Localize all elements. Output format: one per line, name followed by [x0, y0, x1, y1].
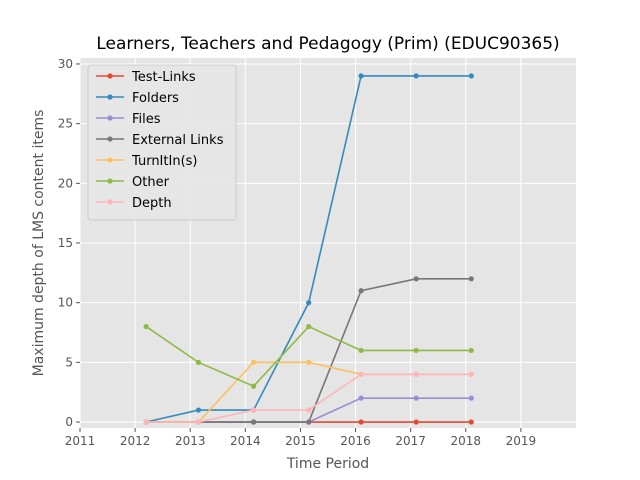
data-point-external-links: [413, 276, 419, 282]
legend-item-files: Files: [96, 112, 161, 127]
data-point-files: [468, 395, 474, 401]
x-axis-ticks: 2011 2012 2013 2014 2015 2016 2017 2018 2019: [65, 428, 536, 448]
data-point-folders: [195, 407, 202, 413]
legend-label: Files: [132, 112, 161, 127]
series-layer: [143, 73, 474, 425]
y-tick-label: 30: [58, 57, 73, 71]
x-tick-label: 2013: [175, 434, 206, 448]
data-point-test-links: [358, 419, 364, 425]
data-point-depth: [358, 371, 364, 377]
data-point-other: [143, 323, 149, 330]
x-tick-label: 2016: [340, 434, 371, 448]
data-point-external-links: [251, 419, 257, 425]
legend-marker: [107, 115, 113, 121]
series-other: [143, 323, 474, 389]
x-tick-label: 2018: [451, 434, 482, 448]
data-point-other: [468, 347, 474, 354]
legend-item-folders: Folders: [96, 91, 179, 106]
legend-marker: [107, 178, 113, 184]
y-tick-label: 0: [65, 415, 73, 429]
data-point-test-links: [468, 419, 474, 425]
legend-item-turnitin-s: TurnItIn(s): [96, 154, 197, 169]
data-point-other: [306, 323, 312, 330]
data-point-files: [413, 395, 419, 401]
legend-marker: [107, 94, 113, 100]
legend-label: Folders: [132, 91, 179, 106]
data-point-folders: [358, 73, 364, 79]
y-axis-ticks: 0 5 10 15 20 25 30: [58, 57, 80, 429]
y-tick-label: 20: [58, 176, 73, 190]
data-point-files: [358, 395, 364, 401]
chart-title: Learners, Teachers and Pedagogy (Prim) (…: [96, 34, 559, 54]
legend-box: [87, 64, 237, 221]
data-point-depth: [306, 407, 312, 413]
legend-item-test-links: Test-Links: [96, 70, 196, 85]
data-point-turnitin-s: [251, 359, 257, 365]
data-point-depth: [468, 371, 474, 377]
x-tick-label: 2017: [395, 434, 426, 448]
x-tick-label: 2014: [230, 434, 261, 448]
data-point-other: [413, 347, 419, 354]
data-point-folders: [413, 73, 419, 79]
data-point-folders: [306, 300, 312, 306]
legend-item-external-links: External Links: [96, 133, 224, 148]
y-tick-label: 15: [58, 236, 73, 250]
data-point-depth: [143, 419, 149, 425]
data-point-external-links: [468, 276, 474, 282]
x-axis-label: Time Period: [286, 456, 369, 472]
data-point-depth: [413, 371, 419, 377]
legend-marker: [107, 199, 113, 205]
legend-label: External Links: [132, 133, 224, 148]
legend-item-other: Other: [96, 175, 170, 190]
legend-label: Depth: [132, 196, 172, 211]
legend-label: Test-Links: [131, 70, 196, 85]
legend-label: TurnItIn(s): [131, 154, 197, 169]
y-axis-label: Maximum depth of LMS content items: [31, 110, 47, 377]
legend-marker: [107, 73, 113, 79]
data-point-folders: [468, 73, 474, 79]
legend-marker: [107, 136, 113, 142]
y-tick-label: 5: [65, 355, 73, 369]
y-tick-label: 10: [58, 296, 73, 310]
data-point-external-links: [306, 419, 312, 425]
data-point-depth: [195, 419, 202, 425]
data-point-other: [195, 359, 202, 365]
data-point-test-links: [413, 419, 419, 425]
legend-label: Other: [132, 175, 170, 190]
x-tick-label: 2012: [120, 434, 151, 448]
x-tick-label: 2011: [65, 434, 96, 448]
data-point-other: [251, 383, 257, 389]
legend-item-depth: Depth: [96, 196, 172, 211]
y-tick-label: 25: [58, 117, 73, 131]
data-point-depth: [251, 407, 257, 413]
series-depth: [143, 371, 474, 425]
legend: Test-Links Folders Files External Links Turn…: [87, 64, 237, 221]
data-point-turnitin-s: [306, 359, 312, 365]
legend-marker: [107, 157, 113, 163]
data-point-external-links: [358, 288, 364, 294]
x-tick-label: 2019: [506, 434, 537, 448]
x-tick-label: 2015: [285, 434, 316, 448]
data-point-other: [358, 347, 364, 354]
